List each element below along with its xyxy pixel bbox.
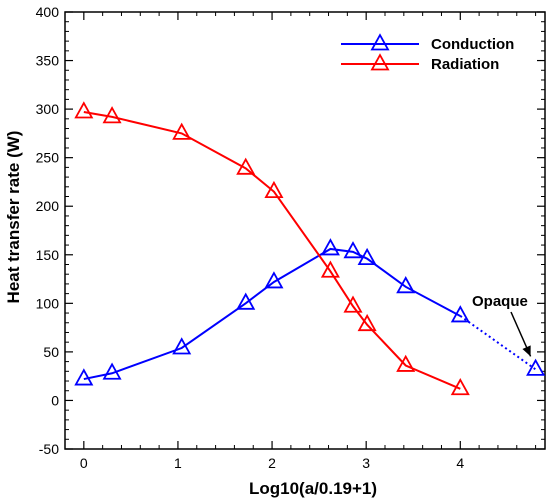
y-tick-label: 100 xyxy=(36,295,60,311)
conduction-point xyxy=(450,305,470,323)
conduction-point xyxy=(264,271,284,289)
conduction-point xyxy=(102,362,122,380)
annotation: Opaque xyxy=(472,293,532,357)
conduction-opaque-marker xyxy=(526,358,546,376)
legend-label-radiation: Radiation xyxy=(431,56,499,73)
x-tick-label: 3 xyxy=(362,455,370,471)
conduction-point xyxy=(320,238,340,256)
x-axis-title: Log10(a/0.19+1) xyxy=(249,479,377,498)
conduction-point xyxy=(172,337,192,355)
x-tick-label: 2 xyxy=(268,455,276,471)
legend-marker-radiation xyxy=(370,53,390,71)
radiation-line xyxy=(83,111,461,390)
conduction-point xyxy=(396,276,416,294)
y-tick-label: 400 xyxy=(36,4,60,20)
series-layer xyxy=(74,101,546,396)
legend-entry-conduction: Conduction xyxy=(341,33,514,53)
x-tick-label: 0 xyxy=(80,455,88,471)
opaque-label: Opaque xyxy=(472,293,528,310)
legend: Conduction Radiation xyxy=(341,33,514,73)
y-tick-label: -50 xyxy=(39,441,59,457)
axes xyxy=(64,11,546,450)
conduction-series xyxy=(74,238,470,386)
opaque-arrow-head xyxy=(522,345,531,357)
y-tick-label: 350 xyxy=(36,53,60,69)
radiation-point xyxy=(74,101,94,119)
y-tick-label: 50 xyxy=(43,344,59,360)
radiation-point xyxy=(236,157,256,175)
y-tick-label: 200 xyxy=(36,198,60,214)
plot-frame xyxy=(64,11,546,450)
conduction-dotted-extension xyxy=(459,315,537,371)
x-tick-label: 1 xyxy=(174,455,182,471)
radiation-point xyxy=(172,122,192,140)
y-axis-title: Heat transfer rate (W) xyxy=(4,131,23,304)
conduction-point xyxy=(357,247,377,266)
conduction-line xyxy=(83,247,461,381)
radiation-point xyxy=(102,106,122,124)
radiation-point xyxy=(357,313,377,332)
legend-label-conduction: Conduction xyxy=(431,36,514,53)
conduction-point xyxy=(236,292,256,310)
y-tick-label: 0 xyxy=(51,392,59,408)
radiation-series xyxy=(74,101,470,396)
x-tick-label: 4 xyxy=(456,455,464,471)
y-tick-label: 250 xyxy=(36,150,60,166)
y-tick-label: 300 xyxy=(36,101,60,117)
radiation-point xyxy=(343,295,363,313)
radiation-point xyxy=(320,260,340,278)
conduction-point xyxy=(74,368,94,386)
legend-entry-radiation: Radiation xyxy=(341,53,499,73)
radiation-point xyxy=(396,354,416,372)
legend-marker-conduction xyxy=(370,33,390,51)
radiation-point xyxy=(264,180,284,199)
ticks: -50 0 50 100 150 200 250 300 350 400 0 1 2 3 4 xyxy=(36,4,545,471)
radiation-point xyxy=(450,378,470,396)
conduction-point xyxy=(343,241,363,259)
y-tick-label: 150 xyxy=(36,247,60,263)
